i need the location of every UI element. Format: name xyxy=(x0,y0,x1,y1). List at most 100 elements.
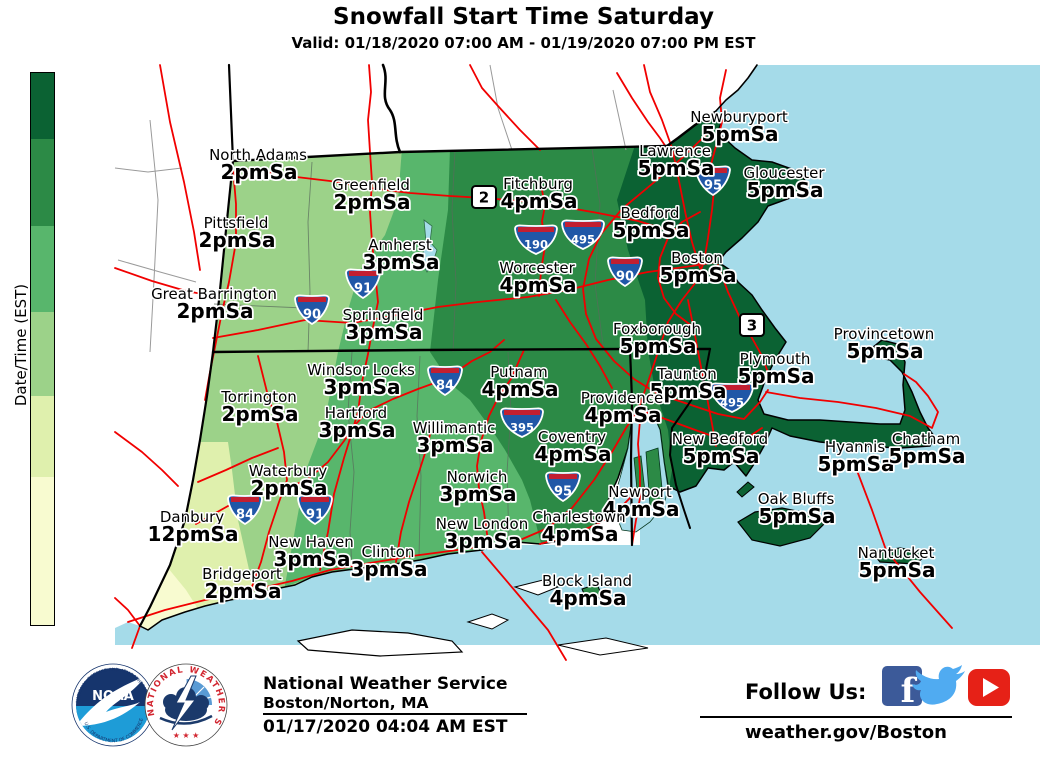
youtube-icon[interactable] xyxy=(968,669,1010,706)
svg-text:5pmSa: 5pmSa xyxy=(683,444,760,468)
interstate-shield: 84 xyxy=(427,365,463,397)
twitter-icon[interactable] xyxy=(912,665,965,705)
footer-divider xyxy=(263,713,527,715)
quabbin-reservoir xyxy=(420,219,438,273)
highway-shields: 91 90 190 495 90 95 84 395 95 495 84 91 xyxy=(227,165,754,526)
svg-text:395: 395 xyxy=(510,421,534,435)
svg-text:4pmSa: 4pmSa xyxy=(542,522,619,546)
svg-text:84: 84 xyxy=(436,379,454,394)
svg-text:Bedford: Bedford xyxy=(621,204,680,222)
state-route-marker: 3 xyxy=(739,313,765,337)
svg-text:Greenfield: Greenfield xyxy=(332,176,410,194)
svg-text:Newburyport: Newburyport xyxy=(690,108,788,126)
svg-text:Norwich: Norwich xyxy=(447,468,508,486)
svg-text:3pmSa: 3pmSa xyxy=(445,529,522,553)
svg-text:Fitchburg: Fitchburg xyxy=(503,175,573,193)
svg-text:Willimantic: Willimantic xyxy=(413,419,496,437)
footer-agency: National Weather Service xyxy=(263,674,508,694)
follow-us-label: Follow Us: xyxy=(745,680,867,704)
svg-text:Block Island: Block Island xyxy=(542,572,632,590)
svg-text:3pmSa: 3pmSa xyxy=(324,375,401,399)
svg-text:Hartford: Hartford xyxy=(325,404,387,422)
svg-text:4pmSa: 4pmSa xyxy=(535,442,612,466)
fishers-island xyxy=(513,579,560,596)
noaa-logo: NOAA NATIONAL OCEANIC AND ATMOSPHERIC AD… xyxy=(0,0,155,747)
svg-text:★ ★ ★: ★ ★ ★ xyxy=(173,731,200,740)
svg-text:Lawrence: Lawrence xyxy=(639,142,711,160)
svg-text:Charlestown: Charlestown xyxy=(532,508,625,526)
svg-text:Newport: Newport xyxy=(608,483,672,501)
website-link[interactable]: weather.gov/Boston xyxy=(745,722,947,743)
interstate-shield: 495 xyxy=(561,219,605,250)
state-route-markers: 23 xyxy=(471,185,765,337)
state-borders xyxy=(138,63,758,628)
legend-colorbar xyxy=(30,72,55,626)
svg-text:Oak Bluffs: Oak Bluffs xyxy=(758,490,835,508)
svg-text:Putnam: Putnam xyxy=(490,363,547,381)
interstate-shield: 95 xyxy=(695,165,731,197)
svg-text:3pmSa: 3pmSa xyxy=(363,250,440,274)
interstate-shield: 190 xyxy=(514,224,558,255)
interstate-shield: 90 xyxy=(294,294,330,326)
nantucket-island xyxy=(870,547,930,565)
svg-text:Boston: Boston xyxy=(671,249,723,267)
svg-text:Waterbury: Waterbury xyxy=(249,462,328,480)
interstate-shield: 91 xyxy=(345,268,381,300)
legend-swatch xyxy=(31,312,54,396)
svg-text:5pmSa: 5pmSa xyxy=(859,558,936,582)
interstate-shield: 95 xyxy=(545,471,581,503)
svg-text:5pmSa: 5pmSa xyxy=(613,218,690,242)
land-new-york xyxy=(115,65,233,628)
svg-text:3pmSa: 3pmSa xyxy=(440,482,517,506)
svg-text:Provincetown: Provincetown xyxy=(834,325,935,343)
valid-time-subtitle: Valid: 01/18/2020 07:00 AM - 01/19/2020 … xyxy=(291,34,756,52)
svg-text:f: f xyxy=(901,671,918,711)
interstate-shield: 395 xyxy=(500,407,544,438)
block-island xyxy=(581,583,603,604)
interstate-shield: 84 xyxy=(227,494,263,526)
svg-text:90: 90 xyxy=(616,270,634,285)
svg-text:Gloucester: Gloucester xyxy=(743,164,825,182)
svg-text:2pmSa: 2pmSa xyxy=(222,402,299,426)
svg-text:Taunton: Taunton xyxy=(656,365,716,383)
svg-text:3pmSa: 3pmSa xyxy=(319,418,396,442)
legend-swatch xyxy=(31,139,54,226)
svg-text:5pmSa: 5pmSa xyxy=(818,452,895,476)
svg-text:NATIONAL OCEANIC AND ATMOSPHER: NATIONAL OCEANIC AND ATMOSPHERIC ADMINIS… xyxy=(0,0,151,706)
svg-text:Providence: Providence xyxy=(581,389,664,407)
svg-text:12pmSa: 12pmSa xyxy=(148,522,239,546)
legend-swatch xyxy=(31,477,54,625)
footer-office: Boston/Norton, MA xyxy=(263,694,429,712)
svg-text:4pmSa: 4pmSa xyxy=(500,273,577,297)
svg-text:3pmSa: 3pmSa xyxy=(417,433,494,457)
svg-text:Windsor Locks: Windsor Locks xyxy=(307,361,415,379)
svg-text:Chatham: Chatham xyxy=(892,430,960,448)
svg-text:4pmSa: 4pmSa xyxy=(482,377,559,401)
bay-island xyxy=(645,447,664,507)
ocean xyxy=(115,65,1040,645)
svg-text:New Bedford: New Bedford xyxy=(672,430,768,448)
legend-swatch xyxy=(31,396,54,477)
facebook-icon[interactable]: f xyxy=(882,666,922,711)
